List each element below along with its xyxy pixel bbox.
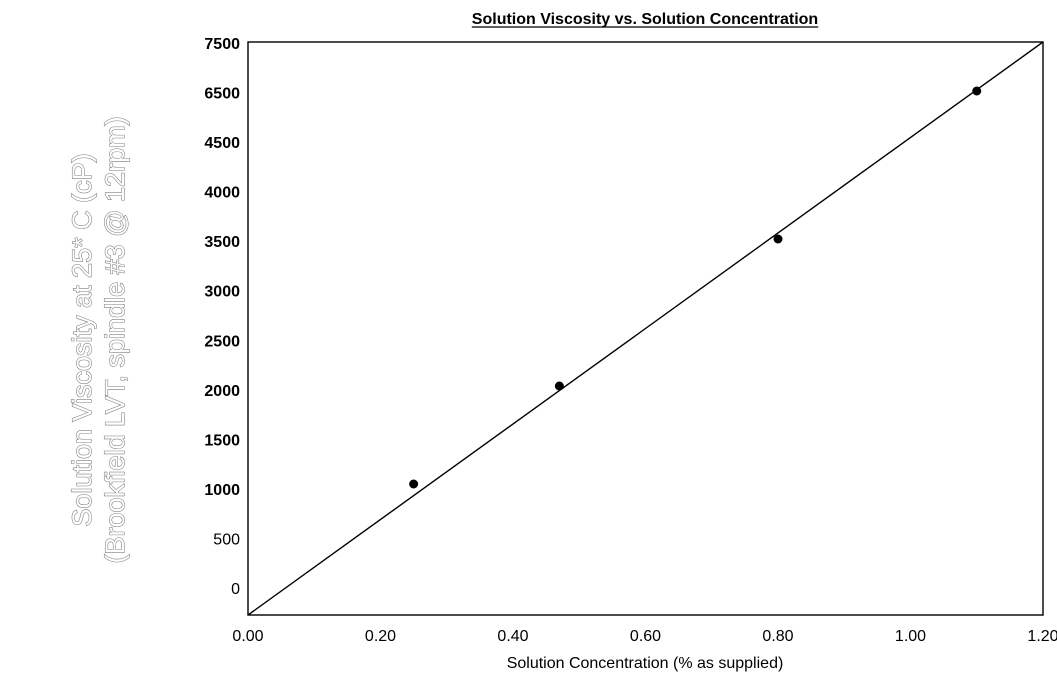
y-tick-label: 4000 [204,185,240,202]
y-tick-label: 6500 [204,86,240,103]
y-tick-label: 2000 [204,383,240,400]
y-tick-label: 1500 [204,432,240,449]
y-tick-label: 1000 [204,482,240,499]
plot-area [247,41,1044,616]
data-point [773,234,783,244]
y-tick-label: 0 [231,581,240,598]
y-axis-title: Solution Viscosity at 25* C (cP) (Brookf… [66,116,130,564]
chart-title: Solution Viscosity vs. Solution Concentr… [472,11,818,28]
y-tick-label: 500 [213,531,240,548]
y-tick-label: 3000 [204,284,240,301]
y-tick-label: 7500 [204,36,240,53]
x-tick-label: 0.60 [630,628,661,645]
trendline [247,41,1044,616]
x-tick-label: 1.20 [1027,628,1057,645]
x-axis-ticks: 0.00 0.20 0.40 0.60 0.80 1.00 1.20 [232,628,1057,645]
y-tick-label: 3500 [204,234,240,251]
data-point [972,86,982,96]
x-tick-label: 0.00 [232,628,263,645]
y-axis-ticks: 0 500 1000 1500 2000 2500 3000 3500 4000 4500 6500… [204,36,240,598]
y-tick-label: 2500 [204,333,240,350]
y-axis-title-line1: Solution Viscosity at 25* C (cP) [67,153,97,526]
x-tick-label: 0.80 [762,628,793,645]
data-point [409,479,419,489]
x-tick-label: 0.20 [365,628,396,645]
x-axis-title: Solution Concentration (% as supplied) [507,655,784,672]
data-points [409,86,982,489]
data-point [554,381,564,391]
x-tick-label: 1.00 [895,628,926,645]
y-tick-label: 4500 [204,135,240,152]
y-axis-title-line2: (Brookfield LVT, spindle #3 @ 12rpm) [100,116,130,563]
x-tick-label: 0.40 [497,628,528,645]
